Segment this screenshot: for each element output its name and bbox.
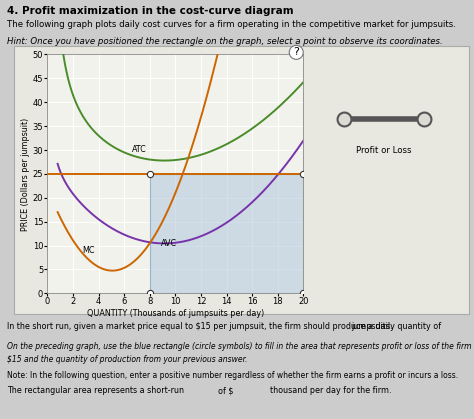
Text: Profit or Loss: Profit or Loss <box>356 146 412 155</box>
Y-axis label: PRICE (Dollars per jumpsuit): PRICE (Dollars per jumpsuit) <box>21 117 30 230</box>
Text: $15 and the quantity of production from your previous answer.: $15 and the quantity of production from … <box>7 355 247 364</box>
Text: ?: ? <box>293 47 299 57</box>
Text: On the preceding graph, use the blue rectangle (circle symbols) to fill in the a: On the preceding graph, use the blue rec… <box>7 342 474 351</box>
Text: of $: of $ <box>218 386 233 395</box>
Text: ATC: ATC <box>132 145 147 154</box>
Text: The following graph plots daily cost curves for a firm operating in the competit: The following graph plots daily cost cur… <box>7 20 456 29</box>
X-axis label: QUANTITY (Thousands of jumpsuits per day): QUANTITY (Thousands of jumpsuits per day… <box>87 309 264 318</box>
Text: 4. Profit maximization in the cost-curve diagram: 4. Profit maximization in the cost-curve… <box>7 6 294 16</box>
Text: In the short run, given a market price equal to $15 per jumpsuit, the firm shoul: In the short run, given a market price e… <box>7 322 441 331</box>
Text: MC: MC <box>82 246 95 255</box>
Text: AVC: AVC <box>161 238 177 248</box>
Text: thousand per day for the firm.: thousand per day for the firm. <box>270 386 392 395</box>
Text: The rectangular area represents a short-run: The rectangular area represents a short-… <box>7 386 184 395</box>
Text: Note: In the following question, enter a positive number regardless of whether t: Note: In the following question, enter a… <box>7 371 458 380</box>
Text: jumpsuits.: jumpsuits. <box>351 322 392 331</box>
Text: Hint: Once you have positioned the rectangle on the graph, select a point to obs: Hint: Once you have positioned the recta… <box>7 37 443 46</box>
Bar <box>150 174 303 293</box>
